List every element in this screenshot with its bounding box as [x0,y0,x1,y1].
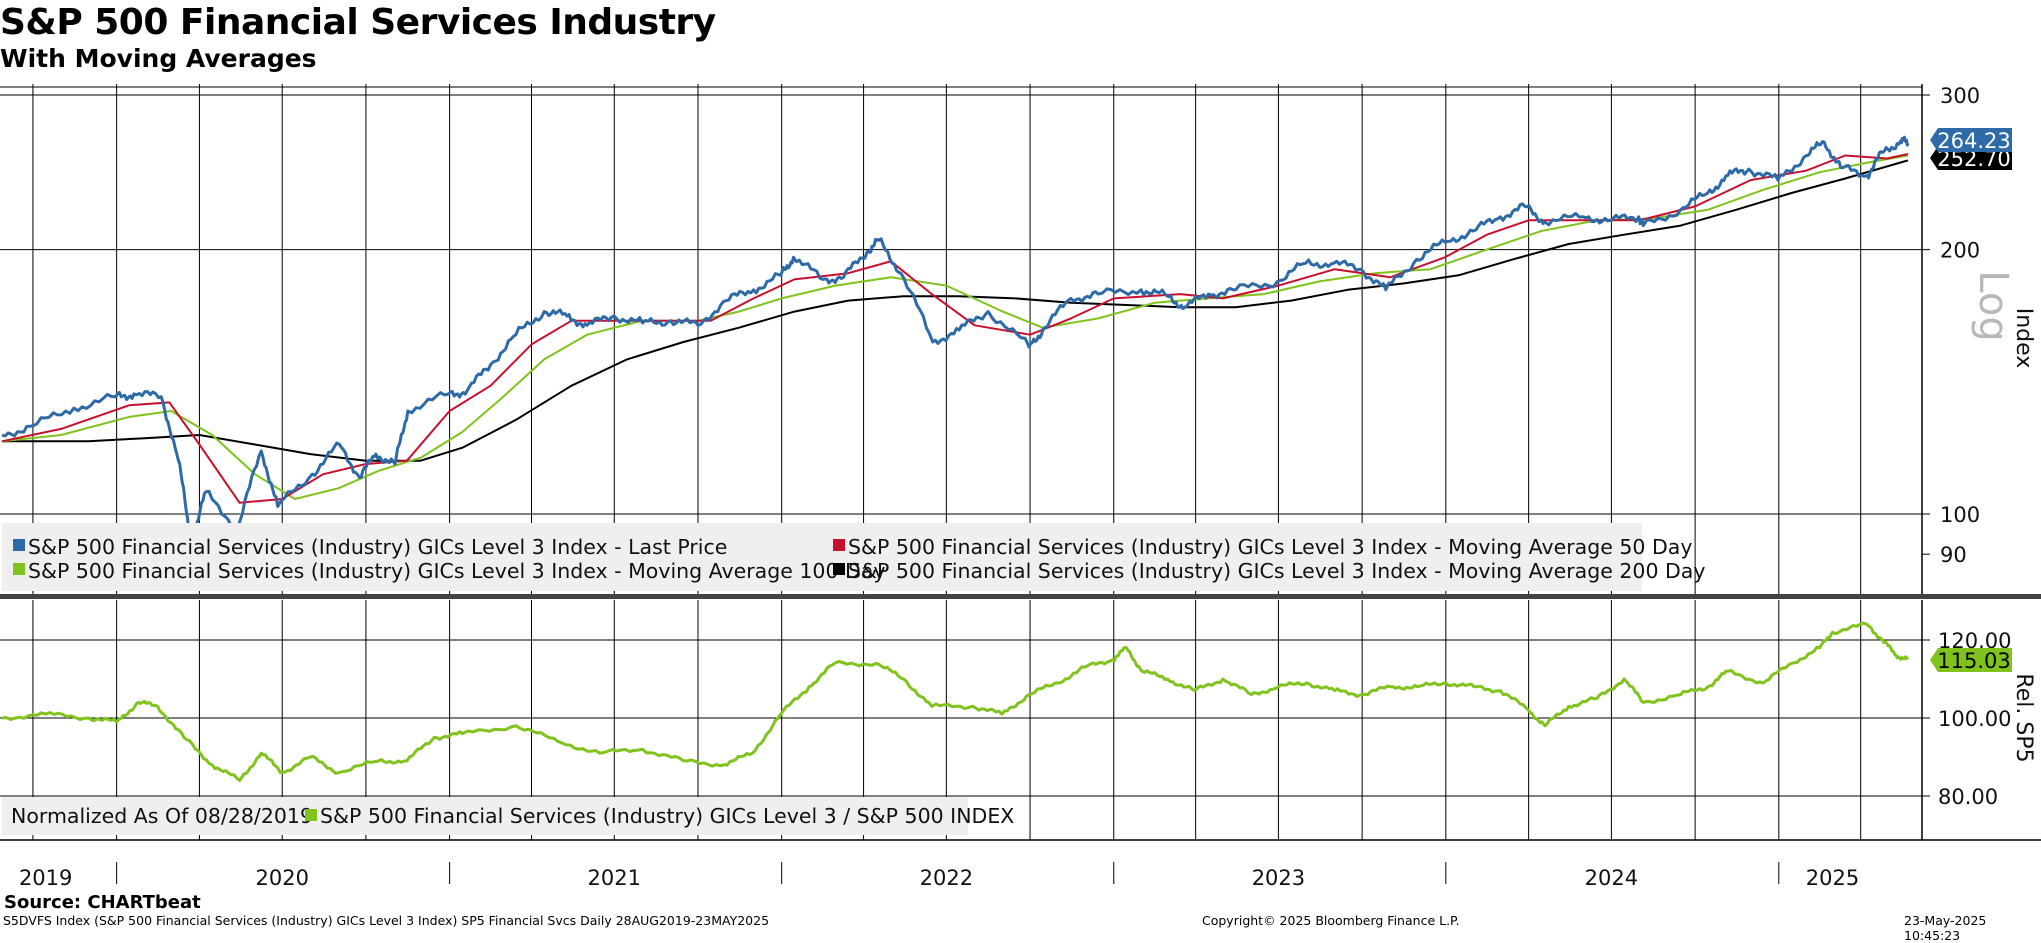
x-axis-labels: 2019 2020 2021 2022 2023 2024 2025 [19,862,1859,890]
last-value-badge-last-price-text: 264.23 [1937,129,2010,153]
chart-title: S&P 500 Financial Services Industry [0,2,716,43]
footer-copyright: Copyright© 2025 Bloomberg Finance L.P. [1202,913,1460,928]
upper-y-axis-title: Index [2011,308,2036,369]
upper-panel-series [1,135,1910,548]
legend-label-last-price: S&P 500 Financial Services (Industry) GI… [28,535,727,559]
x-tick-label: 2020 [255,866,308,890]
legend-label-ma100: S&P 500 Financial Services (Industry) GI… [28,559,886,583]
last-value-badge-relative-shape [1930,648,2012,672]
x-tick-label: 2024 [1585,866,1638,890]
series-line-relative [1,621,1910,782]
x-tick-label: 2023 [1252,866,1305,890]
last-value-badge-relative-text: 115.03 [1937,649,2010,673]
legend-label-ma200: S&P 500 Financial Services (Industry) GI… [848,559,1706,583]
legend-swatch-ma100 [13,563,25,575]
lower-y-axis-title: Rel. SP5 [2011,673,2036,762]
legend-swatch-last-price [13,539,25,551]
source-line: Source: CHARTbeat [4,892,201,913]
legend-swatch-relative [305,809,317,821]
upper-legend-box [2,523,1642,591]
series-line-last-price [1,135,1910,548]
series-line-ma100 [1,154,1909,500]
last-value-badge-relative: 115.03 [1930,648,2012,673]
x-tick-label: 2021 [588,866,641,890]
y-tick-label: 300 [1940,84,1980,108]
y-tick-label: 100 [1940,503,1980,527]
legend-swatch-ma200 [833,563,845,575]
legend-label-ma50: S&P 500 Financial Services (Industry) GI… [848,535,1692,559]
upper-panel-grid [0,84,1922,594]
lower-legend-box [2,797,968,835]
normalization-note: Normalized As Of 08/28/2019 [11,804,313,828]
x-tick-label: 2019 [19,866,72,890]
x-tick-label: 2025 [1806,866,1859,890]
footer-description: S5DVFS Index (S&P 500 Financial Services… [3,913,770,928]
legend-label-relative: S&P 500 Financial Services (Industry) GI… [320,804,1014,828]
footer-timestamp: 23-May-2025 10:45:23 [1904,913,1987,943]
panel-separator [0,594,2041,599]
y-tick-label: 200 [1940,239,1980,263]
x-tick-label: 2022 [920,866,973,890]
lower-panel-series [1,621,1910,782]
log-scale-label: Log [1970,270,2016,341]
legend-swatch-ma50 [833,539,845,551]
last-value-badge-last-price: 264.23 [1930,128,2012,153]
chart-subtitle: With Moving Averages [0,44,317,73]
y-tick-label: 90 [1940,543,1967,567]
y-tick-label: 80.00 [1938,785,1998,809]
last-value-badge-last-price-shape [1930,128,2012,152]
y-tick-label: 100.00 [1938,707,2011,731]
upper-y-ticks: 90 100 200 300 [1922,84,1980,567]
